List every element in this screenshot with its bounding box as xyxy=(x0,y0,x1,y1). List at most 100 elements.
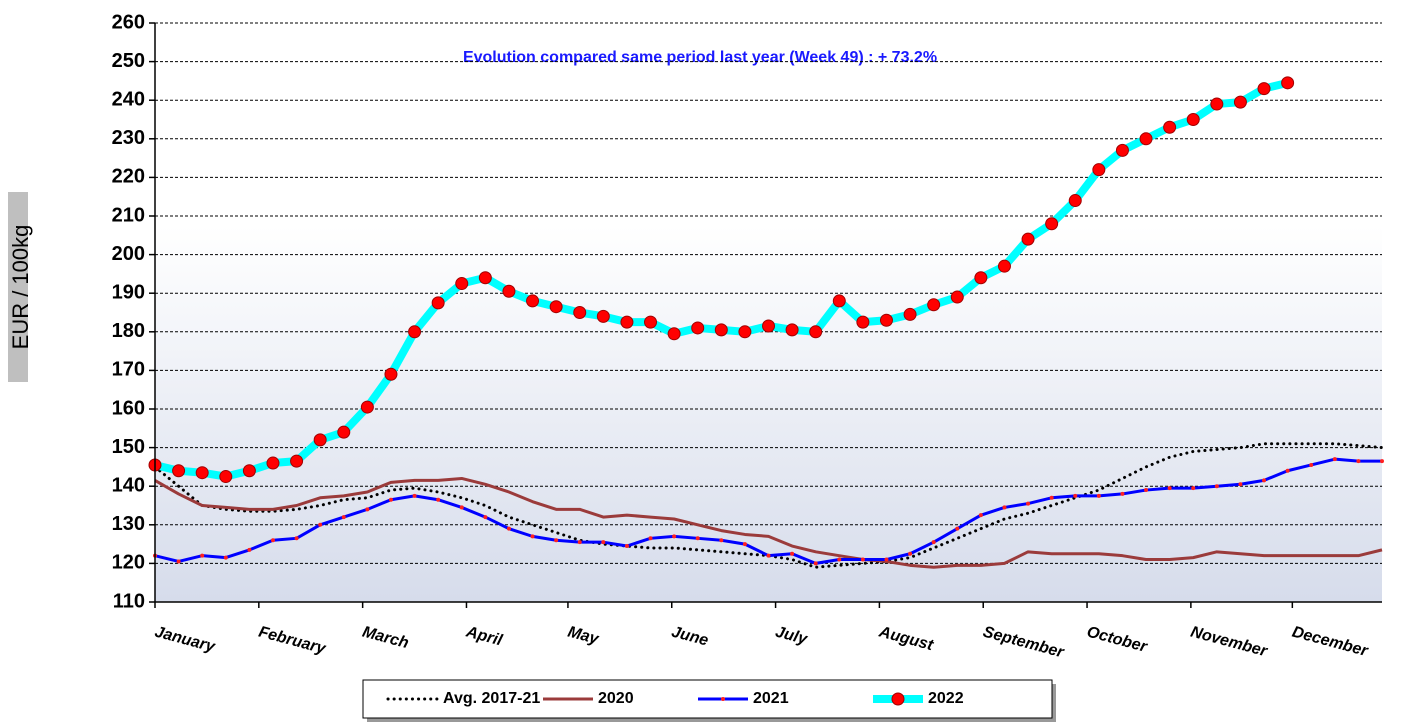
y-tick-label: 110 xyxy=(113,590,145,612)
point xyxy=(502,284,516,298)
point xyxy=(1002,505,1007,510)
y-tick-label: 250 xyxy=(112,50,145,72)
point xyxy=(200,553,205,558)
point xyxy=(762,319,775,333)
point xyxy=(1214,484,1219,489)
x-tick-label: December xyxy=(1290,624,1370,661)
point xyxy=(620,315,634,329)
y-tick-label: 210 xyxy=(112,204,145,226)
point xyxy=(459,505,464,510)
y-tick-label: 130 xyxy=(112,513,145,535)
point xyxy=(223,555,228,560)
point xyxy=(785,323,799,337)
y-tick-label: 240 xyxy=(112,88,145,110)
point xyxy=(790,551,795,556)
point xyxy=(247,547,252,552)
point xyxy=(290,454,304,468)
point xyxy=(176,559,181,564)
point xyxy=(714,323,728,337)
point xyxy=(1210,97,1224,111)
point xyxy=(388,497,393,502)
x-tick-label: October xyxy=(1085,624,1149,657)
point xyxy=(1144,488,1149,493)
point xyxy=(695,536,700,541)
point xyxy=(431,296,445,310)
x-tick-label: May xyxy=(566,624,602,649)
point xyxy=(1092,163,1106,177)
point xyxy=(691,321,705,335)
x-tick-label: February xyxy=(257,624,329,658)
point xyxy=(832,294,846,308)
point xyxy=(903,307,917,321)
point xyxy=(1285,468,1290,473)
point xyxy=(1238,482,1243,487)
point xyxy=(1120,491,1125,496)
point xyxy=(1068,194,1082,208)
legend-label: Avg. 2017-21 xyxy=(443,690,540,707)
point xyxy=(742,542,747,547)
point xyxy=(648,536,653,541)
point xyxy=(860,557,865,562)
point xyxy=(766,553,771,558)
point xyxy=(837,557,842,562)
y-tick-label: 190 xyxy=(112,281,145,303)
legend-label: 2021 xyxy=(753,690,789,707)
x-tick-label: September xyxy=(981,624,1066,662)
point xyxy=(1257,82,1271,96)
point xyxy=(270,538,275,543)
point xyxy=(1356,459,1361,464)
point xyxy=(1026,501,1031,506)
point xyxy=(813,561,818,566)
x-tick-label: January xyxy=(153,624,218,657)
point xyxy=(219,470,233,484)
point xyxy=(506,526,511,531)
y-tick-label: 180 xyxy=(112,320,145,342)
point xyxy=(719,538,724,543)
y-axis-label: EUR / 100kg xyxy=(8,225,33,350)
legend-marker xyxy=(891,692,905,706)
y-tick-label: 200 xyxy=(112,243,145,265)
y-tick-label: 160 xyxy=(112,397,145,419)
point xyxy=(1262,478,1267,483)
point xyxy=(1096,493,1101,498)
point xyxy=(318,522,323,527)
point xyxy=(884,557,889,562)
point xyxy=(974,271,988,285)
point xyxy=(313,433,327,447)
point xyxy=(478,271,492,285)
point xyxy=(294,536,299,541)
point xyxy=(1049,495,1054,500)
point xyxy=(1073,493,1078,498)
series-line xyxy=(154,476,1383,569)
y-tick-label: 230 xyxy=(112,127,145,149)
y-label-shadow xyxy=(8,192,28,382)
x-tick-label: June xyxy=(670,624,711,650)
point xyxy=(360,400,374,414)
point xyxy=(577,540,582,545)
point xyxy=(624,544,629,549)
point xyxy=(1191,486,1196,491)
point xyxy=(1332,457,1337,462)
point xyxy=(1233,95,1247,109)
point xyxy=(172,464,186,478)
point xyxy=(436,497,441,502)
point xyxy=(483,515,488,520)
point xyxy=(1186,113,1200,126)
point xyxy=(573,306,587,319)
point xyxy=(242,464,256,478)
y-tick-label: 140 xyxy=(112,474,145,496)
point xyxy=(1139,132,1153,146)
point xyxy=(931,540,936,545)
point xyxy=(530,534,535,539)
point xyxy=(856,315,870,329)
point xyxy=(809,325,823,339)
y-tick-label: 260 xyxy=(112,11,145,33)
point xyxy=(195,466,209,480)
point xyxy=(596,309,610,323)
legend-label: 2022 xyxy=(928,690,964,707)
point xyxy=(950,290,964,304)
point xyxy=(978,513,983,518)
point xyxy=(997,259,1011,273)
x-tick-label: April xyxy=(463,623,504,649)
